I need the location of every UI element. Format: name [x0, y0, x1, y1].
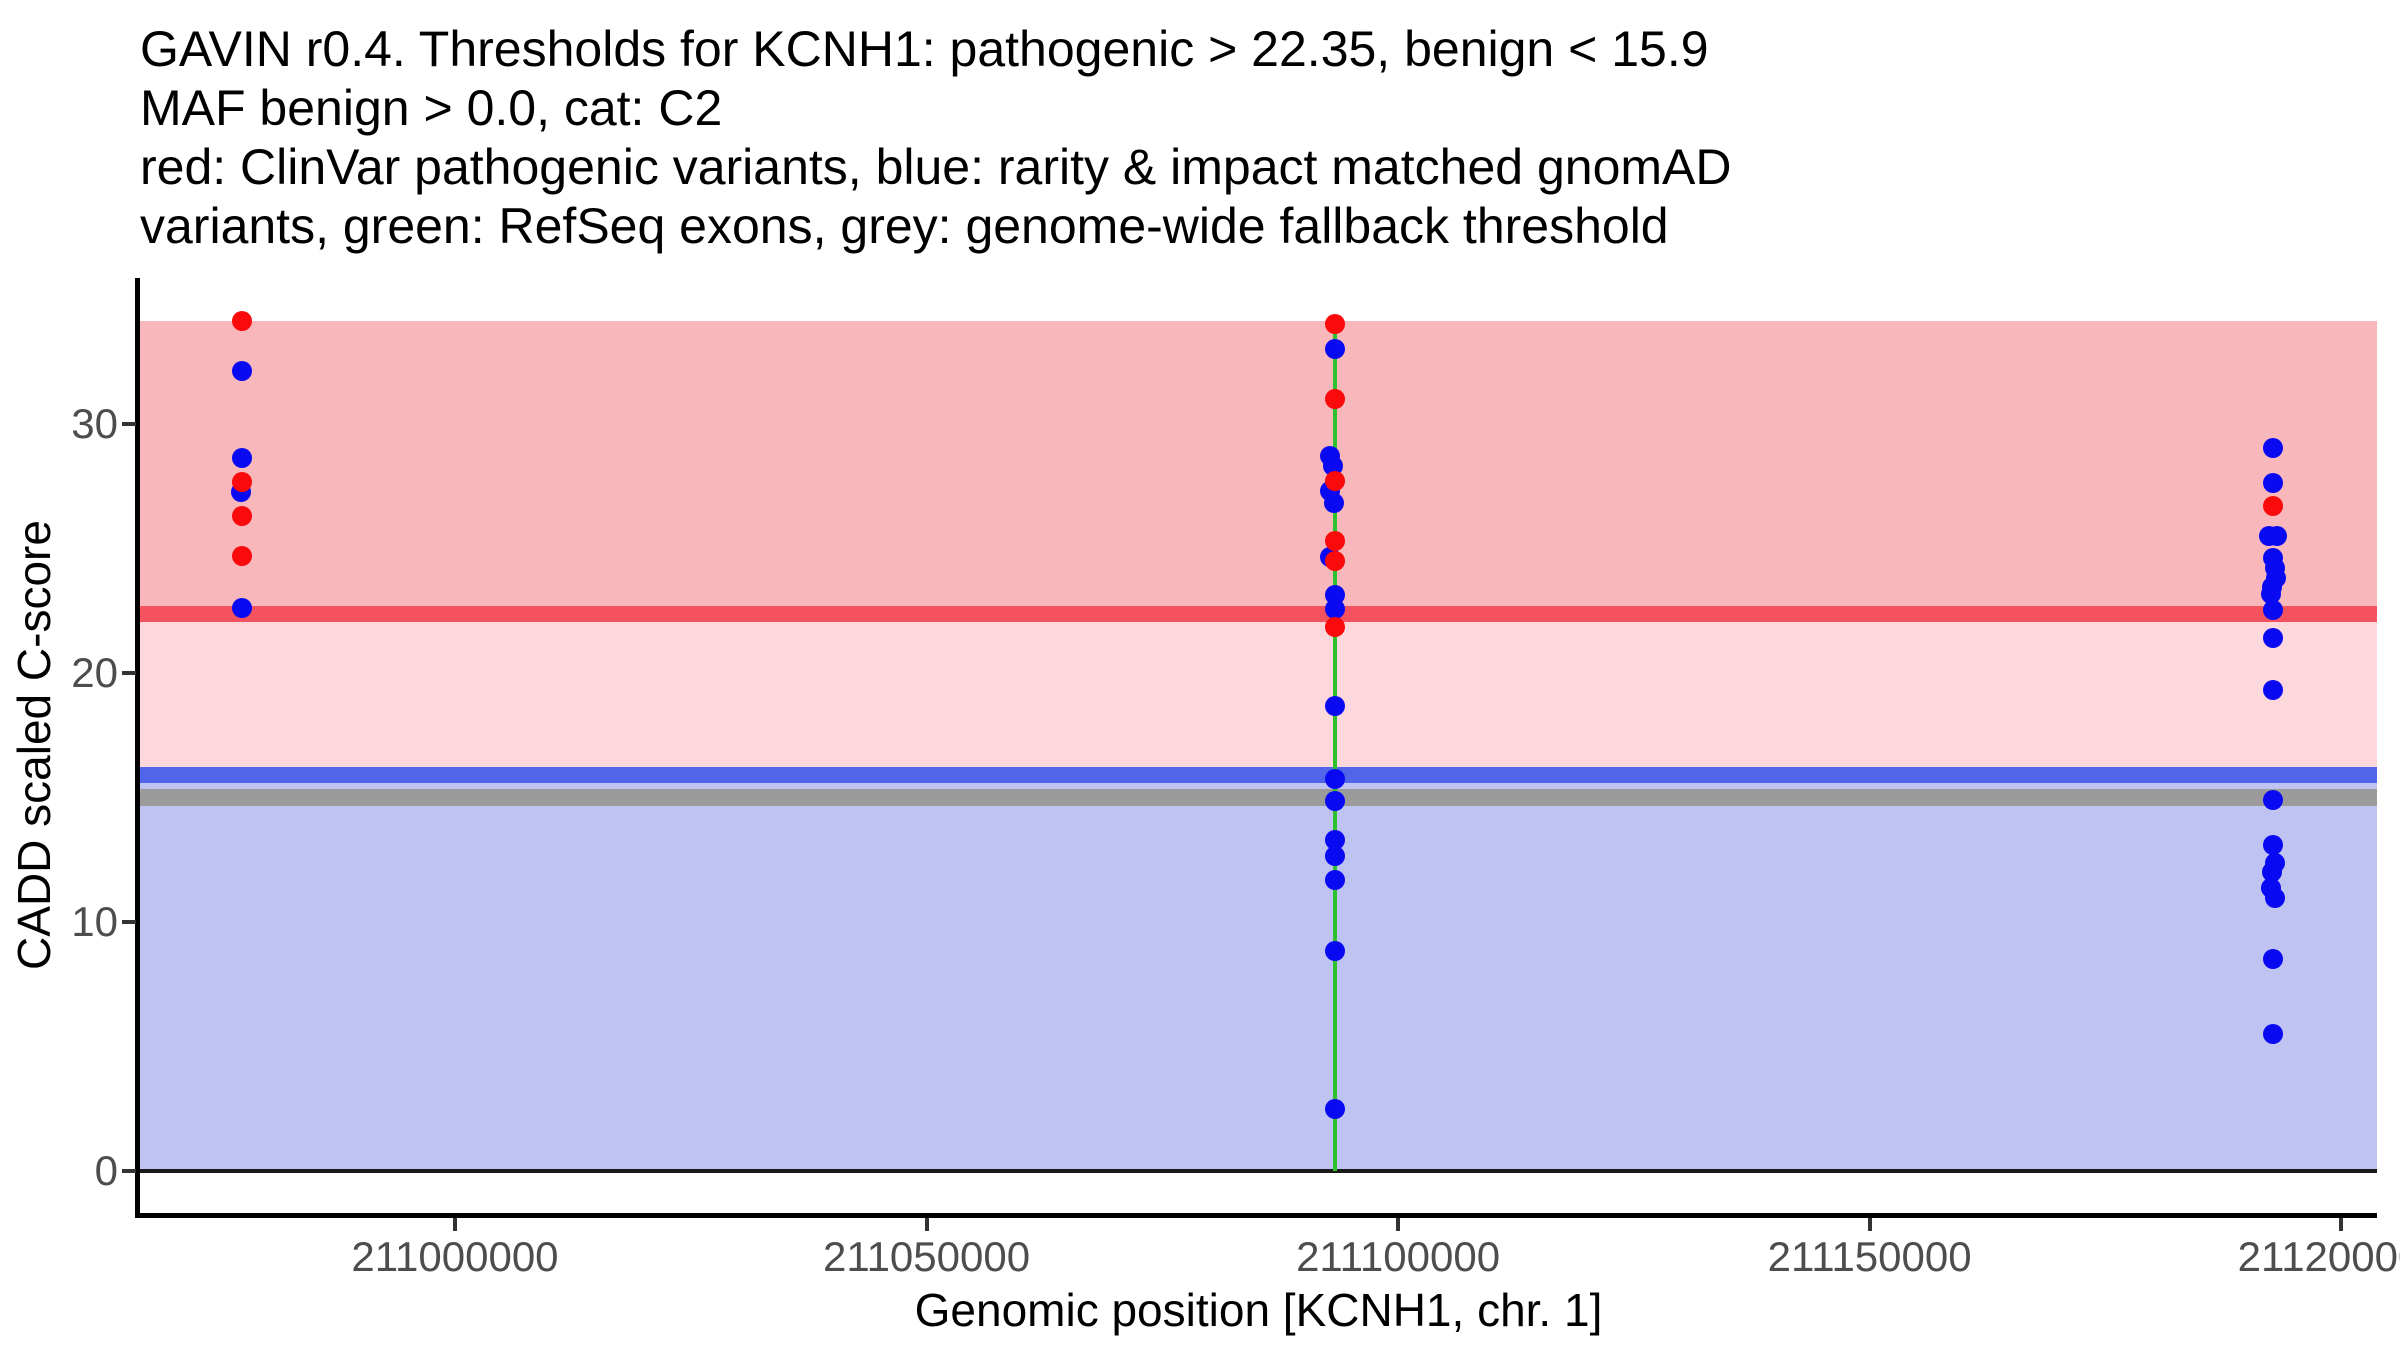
x-axis-line [135, 1213, 2377, 1218]
data-point-gnomad [231, 597, 252, 618]
refseq-exon-line [1332, 321, 1337, 1172]
data-point-clinvar [231, 472, 252, 493]
data-point-gnomad [2263, 680, 2284, 701]
data-point-gnomad [1324, 599, 1345, 620]
x-tick-mark [1867, 1218, 1872, 1231]
data-point-gnomad [1324, 845, 1345, 866]
data-point-gnomad [1324, 1098, 1345, 1119]
data-point-gnomad [2265, 888, 2286, 909]
data-point-gnomad [1324, 768, 1345, 789]
data-point-gnomad [2263, 949, 2284, 970]
data-point-gnomad [231, 448, 252, 469]
data-point-gnomad [2267, 525, 2288, 546]
pathogenic-threshold-line [140, 606, 2377, 623]
data-point-gnomad [1323, 493, 1344, 514]
data-point-clinvar [231, 505, 252, 526]
y-axis-line [135, 278, 140, 1218]
benign-threshold-line [140, 766, 2377, 783]
x-tick-mark [924, 1218, 929, 1231]
data-point-clinvar [1324, 470, 1345, 491]
data-point-gnomad [1324, 696, 1345, 717]
y-tick-label: 30 [71, 399, 118, 447]
plot-title-line-3: red: ClinVar pathogenic variants, blue: … [140, 139, 1732, 195]
data-point-gnomad [1324, 829, 1345, 850]
data-point-clinvar [231, 311, 252, 332]
plot-title-line-2: MAF benign > 0.0, cat: C2 [140, 80, 723, 136]
x-tick-mark [2339, 1218, 2344, 1231]
data-point-gnomad [2262, 862, 2283, 883]
x-tick-mark [452, 1218, 457, 1231]
data-point-gnomad [231, 361, 252, 382]
data-point-clinvar [1324, 530, 1345, 551]
x-tick-label: 211050000 [822, 1233, 1031, 1280]
data-point-gnomad [2263, 627, 2284, 648]
y-tick-mark [122, 919, 136, 924]
data-point-gnomad [1324, 791, 1345, 812]
data-point-gnomad [2263, 600, 2284, 621]
x-tick-label: 211100000 [1296, 1233, 1501, 1280]
plot-title-line-1: GAVIN r0.4. Thresholds for KCNH1: pathog… [140, 21, 1709, 77]
data-point-gnomad [1324, 940, 1345, 961]
data-point-gnomad [2261, 584, 2282, 605]
data-point-clinvar [2263, 495, 2284, 516]
data-point-clinvar [1324, 313, 1345, 334]
data-point-clinvar [231, 545, 252, 566]
y-tick-label: 10 [71, 897, 118, 945]
intermediate-region-band [140, 614, 2377, 775]
x-axis-title: Genomic position [KCNH1, chr. 1] [914, 1284, 1603, 1336]
x-tick-label: 211150000 [1767, 1233, 1972, 1280]
benign-region-band [140, 774, 2377, 1172]
data-point-gnomad [2263, 473, 2284, 494]
data-point-gnomad [1324, 869, 1345, 890]
y-tick-label: 20 [71, 648, 118, 696]
plot-panel [140, 278, 2377, 1213]
plot-title-line-4: variants, green: RefSeq exons, grey: gen… [140, 198, 1669, 254]
data-point-gnomad [2263, 834, 2284, 855]
y-tick-label: 0 [94, 1147, 118, 1195]
data-point-gnomad [2263, 1024, 2284, 1045]
pathogenic-region-band [140, 321, 2377, 615]
data-point-clinvar [1324, 550, 1345, 571]
zero-baseline [140, 1169, 2377, 1174]
fallback-threshold-line [140, 788, 2377, 806]
data-point-gnomad [2263, 789, 2284, 810]
y-tick-mark [122, 670, 136, 675]
x-tick-label: 211200000 [2237, 1233, 2400, 1280]
x-tick-mark [1396, 1218, 1401, 1231]
data-point-gnomad [2263, 438, 2284, 459]
x-tick-label: 211000000 [351, 1233, 559, 1280]
data-point-clinvar [1324, 616, 1345, 637]
data-point-clinvar [1324, 388, 1345, 409]
data-point-gnomad [1324, 338, 1345, 359]
plot-title: GAVIN r0.4. Thresholds for KCNH1: pathog… [140, 20, 1731, 256]
y-tick-mark [122, 1169, 136, 1174]
y-tick-mark [122, 421, 136, 426]
